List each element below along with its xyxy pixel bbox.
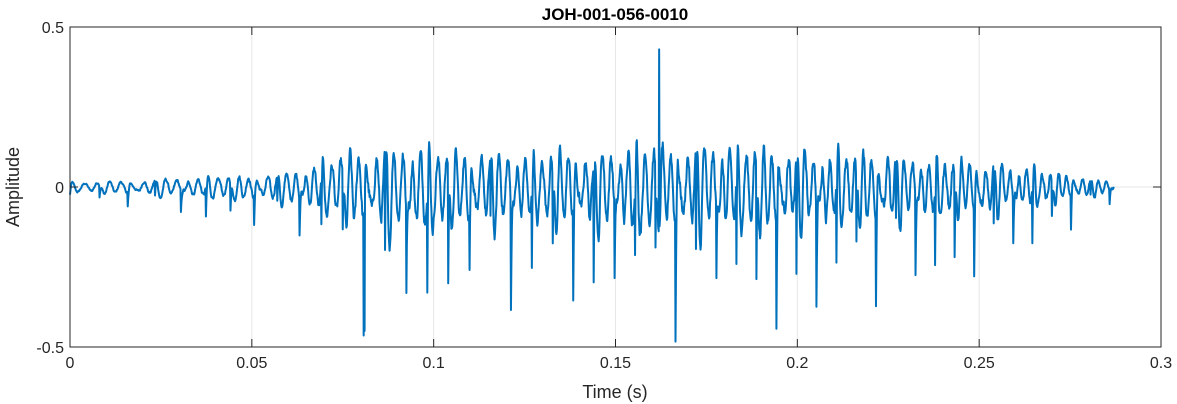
series-layer [69,48,1115,343]
x-tick-label: 0.3 [1150,355,1172,372]
x-axis-label: Time (s) [582,382,647,402]
y-axis-ticks: -0.5 0 0.5 [36,20,1161,357]
y-tick-label: 0.5 [42,20,64,37]
y-tick-label: 0 [55,180,64,197]
x-tick-label: 0.2 [786,355,808,372]
x-tick-label: 0.05 [236,355,267,372]
x-tick-label: 0 [66,355,75,372]
y-axis-label: Amplitude [3,147,23,227]
y-tick-label: -0.5 [36,340,64,357]
chart-title: JOH-001-056-0010 [542,5,688,24]
x-tick-label: 0.25 [964,355,995,372]
x-tick-label: 0.1 [423,355,445,372]
x-tick-label: 0.15 [600,355,631,372]
x-axis-ticks: 0 0.05 0.1 0.15 0.2 0.25 0.3 [66,27,1172,372]
waveform-series-line [69,48,1115,343]
